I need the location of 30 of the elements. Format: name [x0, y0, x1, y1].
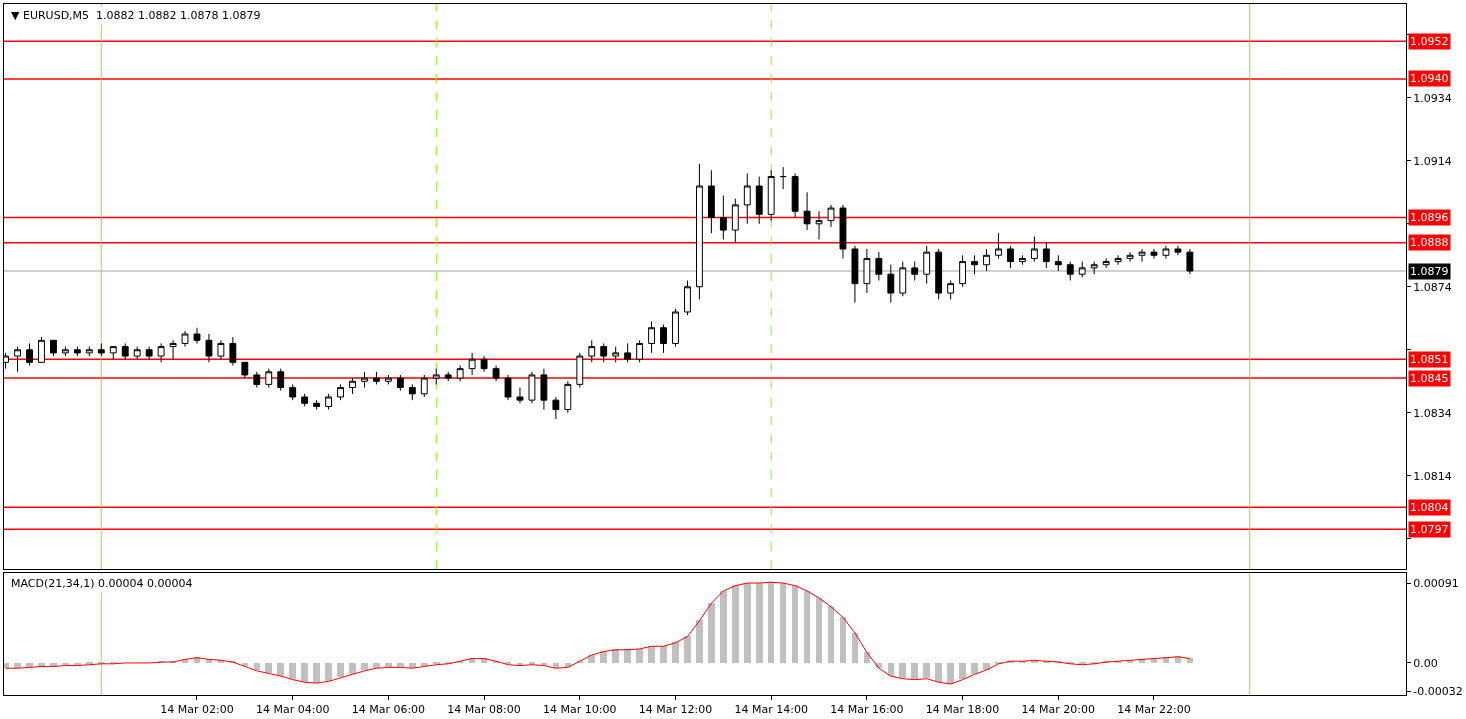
ref-line-label: 1.0851 [1410, 353, 1449, 366]
text: ▼ EURUSD,M5 1.0882 1.0882 1.0878 1.0879 [11, 9, 261, 22]
y-tick-label: 0.00091 [1413, 576, 1459, 590]
x-tick-label: 14 Mar 08:00 [447, 703, 521, 717]
y-tick-label: 1.0834 [1413, 406, 1452, 420]
x-tick-label: 14 Mar 18:00 [925, 703, 1000, 717]
x-tick-label: 14 Mar 02:00 [160, 703, 234, 717]
ref-line-label: 1.0940 [1410, 72, 1449, 85]
x-tick-label: 14 Mar 06:00 [351, 703, 426, 717]
chart-title: MACD(21,34,1) 0.00004 0.00004 [11, 577, 193, 590]
x-tick-label: 14 Mar 04:00 [255, 703, 330, 717]
y-tick-label: 1.0914 [1413, 154, 1452, 168]
y-tick-label: -0.00032 [1413, 684, 1463, 698]
y-tick-label: 1.0934 [1413, 91, 1452, 105]
ref-line-label: 1.0888 [1410, 236, 1449, 249]
x-tick-label: 14 Mar 10:00 [543, 703, 617, 717]
y-tick-label: 1.0874 [1413, 280, 1452, 294]
x-tick-label: 14 Mar 12:00 [638, 703, 713, 717]
x-tick-label: 14 Mar 22:00 [1117, 703, 1191, 717]
ref-line-label: 1.0952 [1410, 35, 1449, 48]
y-tick-label: 1.0814 [1413, 469, 1452, 483]
y-tick-label: 0.00 [1413, 656, 1438, 670]
x-tick-label: 14 Mar 16:00 [830, 703, 904, 717]
ref-line-label: 1.0804 [1410, 501, 1449, 514]
x-tick-label: 14 Mar 14:00 [734, 703, 808, 717]
ref-line-label: 1.0797 [1410, 523, 1449, 536]
x-tick-label: 14 Mar 20:00 [1021, 703, 1096, 717]
ref-line-label: 1.0879 [1410, 265, 1449, 278]
ref-line-label: 1.0845 [1410, 372, 1449, 385]
ref-line-label: 1.0896 [1410, 211, 1449, 224]
